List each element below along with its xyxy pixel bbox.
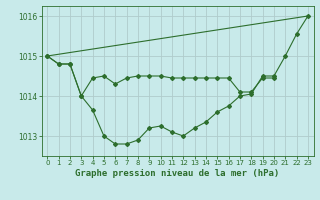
X-axis label: Graphe pression niveau de la mer (hPa): Graphe pression niveau de la mer (hPa) <box>76 169 280 178</box>
